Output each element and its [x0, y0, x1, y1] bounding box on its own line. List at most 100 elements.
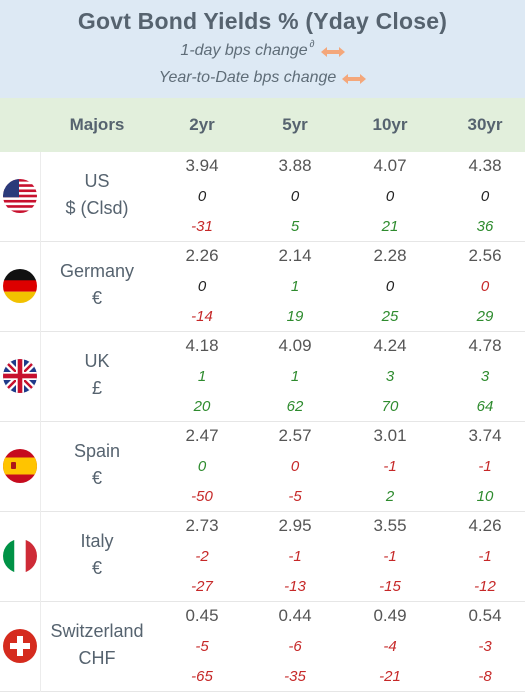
day-change-5yr: -6	[288, 638, 302, 655]
day-change-2yr: 0	[197, 188, 207, 205]
yield-30yr: 4.78	[468, 336, 502, 355]
ytd-change-5yr: 62	[286, 398, 304, 415]
yield-10yr: 3.55	[373, 516, 407, 535]
currency-label: €	[91, 288, 102, 308]
page-title: Govt Bond Yields % (Yday Close)	[77, 8, 448, 34]
ytd-change-5yr: 5	[290, 218, 300, 235]
double-arrow-icon	[320, 46, 345, 57]
country-name: Spain	[73, 441, 121, 461]
day-change-2yr: -5	[195, 638, 209, 655]
table-row: Germany €2.26 0 -14 2.14 1 19 2.28 0 25 2.56 0 29	[0, 242, 525, 332]
italy-flag-icon	[3, 539, 37, 573]
column-header-2yr: 2yr	[189, 115, 215, 134]
column-header-majors: Majors	[69, 115, 125, 134]
day-change-2yr: -2	[195, 548, 209, 565]
day-change-10yr: 0	[385, 278, 395, 295]
column-divider	[40, 422, 41, 512]
ytd-change-10yr: 2	[385, 488, 395, 505]
legend-day-sup: ∂	[309, 38, 315, 50]
day-change-5yr: 1	[290, 278, 300, 295]
yield-2yr: 3.94	[185, 156, 219, 175]
country-name: Germany	[59, 261, 135, 281]
legend-day-change: 1-day bps change ∂	[0, 38, 525, 60]
ytd-change-2yr: -31	[191, 218, 213, 235]
ytd-change-30yr: 64	[476, 398, 494, 415]
day-change-2yr: 0	[197, 278, 207, 295]
us-flag-icon	[3, 179, 37, 213]
yield-5yr: 4.09	[278, 336, 312, 355]
legend-ytd-change: Year-to-Date bps change	[0, 69, 525, 87]
switzerland-flag-icon	[3, 629, 37, 663]
currency-label: $ (Clsd)	[65, 198, 129, 218]
country-name: UK	[84, 351, 110, 371]
yield-10yr: 4.24	[373, 336, 407, 355]
germany-flag-icon	[3, 269, 37, 303]
table-row: Italy €2.73 -2 -27 2.95 -1 -13 3.55 -1 -15 4.26 -1 -…	[0, 512, 525, 602]
currency-label: £	[91, 378, 102, 398]
column-divider	[40, 152, 41, 242]
ytd-change-5yr: -13	[284, 578, 306, 595]
yield-2yr: 2.47	[185, 426, 219, 445]
uk-flag-icon	[3, 359, 37, 393]
yield-30yr: 0.54	[468, 606, 502, 625]
ytd-change-2yr: 20	[193, 398, 211, 415]
yield-10yr: 2.28	[373, 246, 407, 265]
column-header-5yr: 5yr	[282, 115, 308, 134]
ytd-change-30yr: 10	[476, 488, 494, 505]
day-change-10yr: -1	[383, 458, 397, 475]
yield-30yr: 4.26	[468, 516, 502, 535]
currency-label: CHF	[78, 648, 116, 668]
country-name: Switzerland	[50, 621, 144, 641]
ytd-change-5yr: -35	[284, 668, 306, 685]
day-change-2yr: 1	[197, 368, 207, 385]
country-name: US	[84, 171, 110, 191]
day-change-30yr: 3	[480, 368, 490, 385]
day-change-5yr: 0	[290, 458, 300, 475]
day-change-30yr: 0	[480, 278, 490, 295]
ytd-change-10yr: 25	[381, 308, 399, 325]
yield-30yr: 2.56	[468, 246, 502, 265]
column-divider	[40, 512, 41, 602]
table-row: Spain €2.47 0 -50 2.57 0 -5 3.01 -1 2 3.74 -1 10	[0, 422, 525, 512]
day-change-10yr: 0	[385, 188, 395, 205]
day-change-30yr: -1	[478, 548, 492, 565]
column-header-10yr: 10yr	[372, 115, 408, 134]
yield-2yr: 2.73	[185, 516, 219, 535]
day-change-5yr: 0	[290, 188, 300, 205]
ytd-change-2yr: -50	[191, 488, 213, 505]
ytd-change-30yr: 36	[476, 218, 494, 235]
day-change-30yr: -3	[478, 638, 492, 655]
day-change-10yr: -1	[383, 548, 397, 565]
yield-5yr: 0.44	[278, 606, 312, 625]
yield-30yr: 4.38	[468, 156, 502, 175]
ytd-change-30yr: 29	[476, 308, 494, 325]
table-row: Switzerland CHF 0.45 -5 -65 0.44 -6 -35 0.49 -4 -2…	[0, 602, 525, 692]
yield-2yr: 4.18	[185, 336, 219, 355]
yield-10yr: 3.01	[373, 426, 407, 445]
ytd-change-10yr: -15	[379, 578, 401, 595]
ytd-change-10yr: 70	[381, 398, 399, 415]
day-change-5yr: -1	[288, 548, 302, 565]
header-panel: Govt Bond Yields % (Yday Close) 1-day bp…	[0, 0, 525, 98]
yield-2yr: 2.26	[185, 246, 219, 265]
column-divider	[40, 242, 41, 332]
yield-5yr: 2.95	[278, 516, 312, 535]
yield-10yr: 4.07	[373, 156, 407, 175]
column-divider	[40, 602, 41, 692]
ytd-change-5yr: -5	[288, 488, 302, 505]
yield-2yr: 0.45	[185, 606, 219, 625]
table-row: US $ (Clsd) 3.94 0 -31 3.88 0 5 4.07 0 21 4.38 0 36	[0, 152, 525, 242]
legend-day-label: 1-day bps change	[180, 42, 308, 59]
day-change-30yr: -1	[478, 458, 492, 475]
legend-ytd-label: Year-to-Date bps change	[158, 69, 337, 86]
day-change-5yr: 1	[290, 368, 300, 385]
yield-5yr: 3.88	[278, 156, 312, 175]
day-change-2yr: 0	[197, 458, 207, 475]
day-change-30yr: 0	[480, 188, 490, 205]
currency-label: €	[91, 468, 102, 488]
day-change-10yr: -4	[383, 638, 397, 655]
double-arrow-icon	[342, 73, 367, 84]
ytd-change-2yr: -27	[191, 578, 213, 595]
yield-10yr: 0.49	[373, 606, 407, 625]
ytd-change-10yr: 21	[381, 218, 399, 235]
